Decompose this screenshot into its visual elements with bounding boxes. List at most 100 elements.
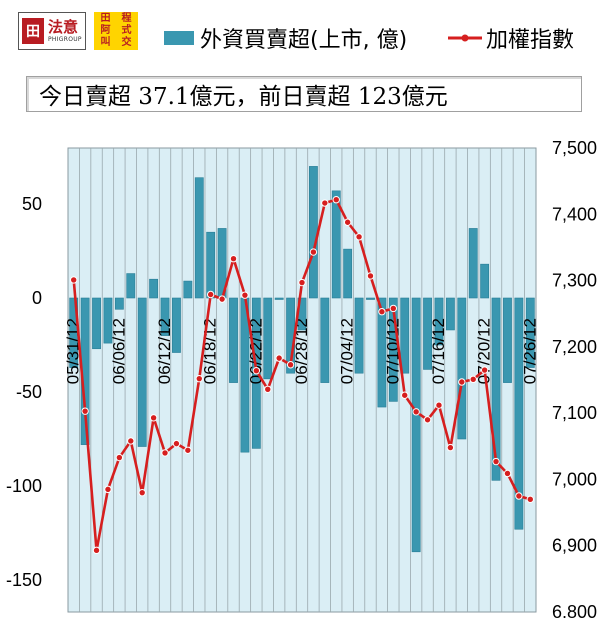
index-point <box>298 278 306 287</box>
index-point <box>81 407 89 415</box>
program-logo-char: 阿 <box>100 25 111 36</box>
bar <box>160 297 170 336</box>
right-tick-label: 6,800 <box>552 602 597 618</box>
index-point <box>286 361 295 369</box>
program-trading-logo: 田 程 阿 式 叫 交 <box>94 12 138 50</box>
legend-line-label: 加權指數 <box>486 28 575 53</box>
index-point <box>321 199 329 207</box>
bar <box>194 177 204 299</box>
index-point <box>115 453 124 462</box>
bar <box>229 297 238 383</box>
index-point <box>492 457 500 466</box>
index-point <box>184 446 192 454</box>
line-series <box>70 196 534 555</box>
index-point <box>446 443 455 452</box>
index-point <box>435 401 443 409</box>
index-point <box>218 295 226 303</box>
index-point <box>389 304 398 313</box>
index-point <box>401 391 409 399</box>
index-point <box>515 492 523 500</box>
right-tick-label: 7,200 <box>552 337 597 357</box>
bar <box>126 273 136 299</box>
index-point <box>264 385 272 393</box>
program-logo-char: 式 <box>121 25 132 36</box>
left-tick-label: 50 <box>22 194 42 214</box>
index-point <box>138 488 146 497</box>
index-point <box>92 546 101 555</box>
legend-bar-swatch <box>164 31 194 45</box>
index-point <box>332 196 340 204</box>
left-tick-label: 0 <box>32 288 42 308</box>
index-point <box>252 367 261 375</box>
right-tick-label: 7,000 <box>552 469 597 489</box>
bar <box>377 297 387 408</box>
program-logo-char: 叫 <box>100 37 111 48</box>
left-axis-ticks: 50 0 -50 -100 -150 <box>6 194 42 590</box>
program-logo-char: 交 <box>121 37 132 48</box>
bar <box>206 231 216 299</box>
bar <box>423 297 432 370</box>
legend-bar-label: 外資買賣超(上市, 億) <box>200 28 408 53</box>
x-tick-label: 07/26/12 <box>520 318 539 384</box>
index-point <box>355 233 363 241</box>
index-point <box>172 439 181 448</box>
bar <box>274 297 284 300</box>
bar <box>137 297 147 447</box>
index-point <box>206 290 215 299</box>
left-tick-label: -100 <box>6 476 42 496</box>
index-point <box>70 276 78 284</box>
index-point <box>526 495 534 504</box>
right-tick-label: 7,100 <box>552 403 597 423</box>
bar <box>92 297 101 350</box>
bar <box>114 297 124 310</box>
x-tick-label: 07/16/12 <box>429 318 448 384</box>
index-point <box>423 416 432 424</box>
phigroup-logo-mark: 田 <box>22 18 44 44</box>
index-point <box>378 308 386 316</box>
bar <box>183 280 193 299</box>
x-tick-label: 06/06/12 <box>109 318 128 384</box>
right-axis-ticks: 7,500 7,400 7,300 7,200 7,100 7,000 6,900 6,800 <box>552 138 597 618</box>
index-point <box>275 354 283 362</box>
index-point <box>366 272 375 280</box>
bar <box>525 297 535 368</box>
bar <box>309 166 318 299</box>
legend-line-entry: 加權指數 <box>448 22 574 54</box>
left-tick-label: -50 <box>16 382 42 402</box>
index-point <box>412 408 420 416</box>
right-tick-label: 7,300 <box>552 271 597 291</box>
summary-note-text: 今日賣超 37.1億元，前日賣超 123億元 <box>39 84 448 110</box>
index-point <box>469 375 477 384</box>
legend-bar-entry: 外資買賣超(上市, 億) <box>164 22 407 54</box>
bar <box>480 263 490 299</box>
bar <box>263 297 273 380</box>
bar <box>434 297 444 346</box>
x-tick-label: 07/20/12 <box>475 318 494 384</box>
bar <box>457 297 467 440</box>
index-point <box>343 218 352 226</box>
bar <box>366 297 375 300</box>
left-tick-label: -150 <box>6 570 42 590</box>
index-point <box>458 378 466 386</box>
bar <box>411 297 421 553</box>
bar <box>514 297 524 530</box>
right-tick-label: 7,500 <box>552 138 597 158</box>
index-point <box>503 469 512 478</box>
index-point <box>309 248 318 256</box>
x-tick-label: 06/28/12 <box>292 318 311 384</box>
bar <box>468 228 478 299</box>
bar <box>103 297 113 344</box>
program-logo-char: 程 <box>121 13 132 24</box>
bar <box>503 297 512 383</box>
phigroup-logo-sub: PHIGROUP <box>48 35 82 43</box>
index-point <box>229 254 238 263</box>
right-tick-label: 7,400 <box>552 204 597 224</box>
bar <box>388 297 398 402</box>
phigroup-logo-text: 法意 <box>48 17 79 36</box>
bar <box>343 248 353 299</box>
x-tick-label: 07/04/12 <box>338 318 357 384</box>
bar <box>320 297 330 383</box>
bar <box>445 297 455 331</box>
bar <box>331 190 341 299</box>
